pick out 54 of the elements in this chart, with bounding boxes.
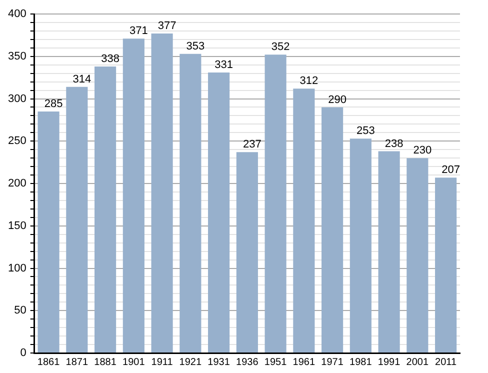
data-label: 338 <box>101 53 120 66</box>
data-label: 238 <box>384 138 404 150</box>
y-tick-label: 50 <box>14 304 26 317</box>
x-tick-label: 1961 <box>292 356 316 368</box>
data-label: 312 <box>300 75 318 88</box>
data-label: 314 <box>72 73 92 86</box>
bar <box>94 66 116 352</box>
x-tick-label: 1911 <box>151 356 174 368</box>
data-label: 285 <box>44 98 63 110</box>
x-tick-label: 1951 <box>264 356 288 368</box>
x-tick-label: 2001 <box>406 356 429 368</box>
data-label: 371 <box>129 25 148 38</box>
y-tick-label: 300 <box>8 92 26 105</box>
x-tick-label: 1971 <box>321 356 344 368</box>
y-tick-label: 200 <box>8 178 26 190</box>
bar <box>208 72 230 352</box>
y-tick-label: 0 <box>20 347 26 360</box>
bar <box>406 158 428 352</box>
data-label: 377 <box>158 20 176 32</box>
bar <box>435 178 457 352</box>
x-tick-label: 1991 <box>378 356 401 368</box>
bar <box>180 54 202 352</box>
x-tick-label: 1861 <box>37 356 60 368</box>
x-tick-label: 1931 <box>208 356 230 368</box>
x-tick-label: 1936 <box>236 356 259 368</box>
x-tick-label: 1921 <box>179 356 202 368</box>
y-tick-label: 100 <box>8 262 26 274</box>
bar <box>122 38 144 352</box>
bar <box>151 33 173 352</box>
bar <box>236 152 258 352</box>
data-label: 253 <box>356 125 375 138</box>
bar <box>350 138 372 352</box>
y-tick-label: 150 <box>8 220 26 232</box>
data-label: 290 <box>328 94 346 106</box>
data-label: 352 <box>271 41 290 54</box>
bar <box>38 111 60 352</box>
x-tick-label: 1981 <box>350 356 372 368</box>
data-label: 207 <box>442 164 460 176</box>
data-label: 353 <box>186 40 205 52</box>
data-label: 331 <box>214 59 233 72</box>
bar <box>293 88 315 352</box>
data-label: 230 <box>413 144 432 157</box>
data-label: 237 <box>242 138 262 151</box>
x-tick-label: 2011 <box>435 356 457 368</box>
bar <box>322 107 344 352</box>
y-tick-label: 250 <box>8 135 26 148</box>
y-tick-label: 350 <box>8 50 26 62</box>
x-tick-label: 1871 <box>66 356 88 368</box>
bar <box>66 86 88 352</box>
y-tick-label: 400 <box>8 8 26 20</box>
bar <box>378 151 400 352</box>
x-tick-label: 1881 <box>94 356 117 368</box>
x-tick-label: 1901 <box>122 356 146 368</box>
bar <box>264 54 286 352</box>
